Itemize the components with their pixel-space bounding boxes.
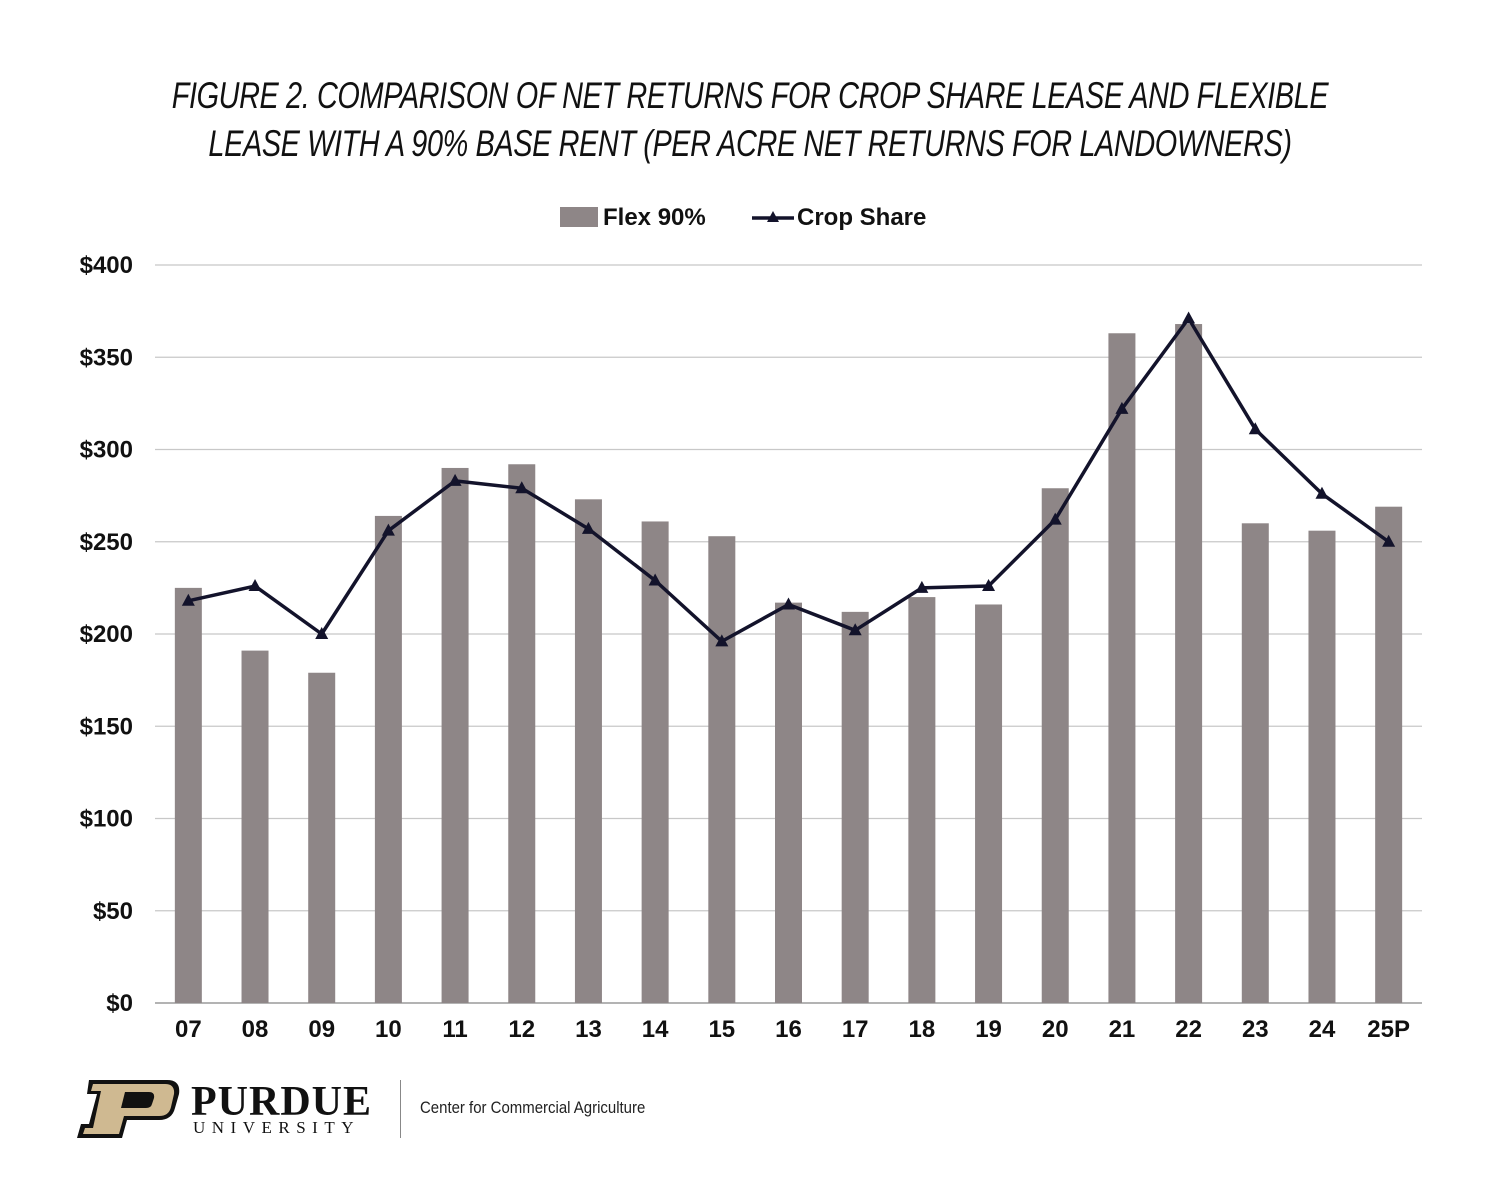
- x-tick-label: 07: [175, 1016, 202, 1043]
- crop-share-marker: [1382, 534, 1396, 547]
- x-tick-label: 18: [909, 1016, 936, 1043]
- y-tick-label: $400: [80, 252, 133, 279]
- crop-share-marker: [1248, 422, 1262, 435]
- crop-share-marker: [1182, 311, 1196, 324]
- flex-bar: [508, 464, 536, 1003]
- footer-divider: [400, 1080, 401, 1138]
- flex-bar: [174, 587, 202, 1003]
- flex-bar: [1041, 488, 1069, 1003]
- x-tick-label: 22: [1175, 1016, 1202, 1043]
- x-tick-label: 24: [1309, 1016, 1336, 1043]
- y-tick-label: $150: [80, 713, 133, 740]
- x-tick-label: 25P: [1367, 1016, 1410, 1043]
- flex-bar: [1308, 530, 1336, 1003]
- x-tick-label: 14: [642, 1016, 669, 1043]
- flex-bar: [708, 536, 736, 1003]
- crop-share-marker: [381, 523, 395, 536]
- x-tick-label: 10: [375, 1016, 402, 1043]
- y-tick-label: $0: [106, 990, 133, 1017]
- crop-share-marker: [181, 593, 195, 606]
- crop-share-marker: [448, 473, 462, 486]
- x-tick-label: 17: [842, 1016, 869, 1043]
- x-tick-label: 16: [775, 1016, 802, 1043]
- flex-bar: [841, 611, 869, 1003]
- chart-title: FIGURE 2. COMPARISON OF NET RETURNS FOR …: [165, 72, 1335, 168]
- x-axis-ticks: 07 08 09 10 11 12 13 14 15 16 17 18 19 20 21 22 23 24 25P: [175, 1016, 1410, 1043]
- x-tick-label: 23: [1242, 1016, 1269, 1043]
- crop-share-marker: [581, 521, 595, 534]
- x-tick-label: 12: [508, 1016, 535, 1043]
- flex-bar: [975, 604, 1003, 1003]
- chart-legend: Flex 90% Crop Share: [560, 204, 926, 231]
- crop-share-marker: [915, 580, 929, 593]
- purdue-wordmark: PURDUE: [191, 1079, 372, 1125]
- crop-share-polyline: [187, 316, 1390, 644]
- crop-share-line: [181, 311, 1396, 647]
- crop-share-marker: [515, 481, 529, 494]
- crop-share-marker: [1048, 512, 1062, 525]
- x-tick-label: 21: [1109, 1016, 1136, 1043]
- flex-bar: [908, 597, 936, 1003]
- crop-share-marker: [982, 579, 996, 592]
- flex-bar: [1175, 324, 1203, 1003]
- flex-bar: [641, 521, 669, 1003]
- chart-title-line-1: FIGURE 2. COMPARISON OF NET RETURNS FOR …: [171, 75, 1329, 116]
- x-tick-label: 20: [1042, 1016, 1069, 1043]
- x-tick-label: 09: [308, 1016, 335, 1043]
- y-tick-label: $100: [80, 806, 133, 833]
- y-tick-label: $300: [80, 437, 133, 464]
- flex-bar: [241, 650, 269, 1003]
- y-tick-label: $200: [80, 621, 133, 648]
- flex-bars: [174, 324, 1403, 1003]
- crop-share-marker: [1115, 401, 1129, 414]
- flex-bar: [1375, 506, 1403, 1003]
- crop-share-marker: [848, 623, 862, 636]
- center-name: Center for Commercial Agriculture: [420, 1098, 646, 1117]
- crop-share-marker: [1315, 486, 1329, 499]
- flex-bar: [1108, 333, 1136, 1003]
- legend-marker-crop-share: [767, 211, 779, 222]
- flex-bar: [308, 672, 336, 1003]
- flex-bar: [574, 499, 602, 1003]
- flex-bar: [441, 467, 469, 1003]
- university-wordmark: UNIVERSITY: [193, 1118, 360, 1137]
- crop-share-marker: [715, 634, 729, 647]
- x-tick-label: 08: [242, 1016, 269, 1043]
- y-tick-label: $250: [80, 529, 133, 556]
- purdue-p-logo: [77, 1080, 180, 1138]
- crop-share-marker: [782, 597, 795, 610]
- crop-share-marker: [315, 627, 329, 639]
- chart-title-line-2: LEASE WITH A 90% BASE RENT (PER ACRE NET…: [208, 123, 1292, 164]
- legend-label-flex: Flex 90%: [603, 204, 706, 231]
- y-tick-label: $350: [80, 344, 133, 371]
- flex-bar: [374, 515, 402, 1003]
- legend-label-crop-share: Crop Share: [797, 204, 926, 231]
- legend-swatch-flex: [560, 207, 598, 227]
- y-tick-label: $50: [93, 898, 133, 925]
- x-tick-label: 11: [442, 1016, 467, 1043]
- crop-share-marker: [248, 579, 262, 592]
- x-tick-label: 13: [575, 1016, 602, 1043]
- flex-bar: [775, 602, 802, 1003]
- flex-bar: [1241, 523, 1269, 1003]
- x-tick-label: 19: [975, 1016, 1002, 1043]
- x-tick-label: 15: [708, 1016, 735, 1043]
- y-axis-ticks: $0 $50 $100 $150 $200 $250 $300 $350 $400: [80, 252, 133, 1017]
- crop-share-marker: [648, 573, 662, 586]
